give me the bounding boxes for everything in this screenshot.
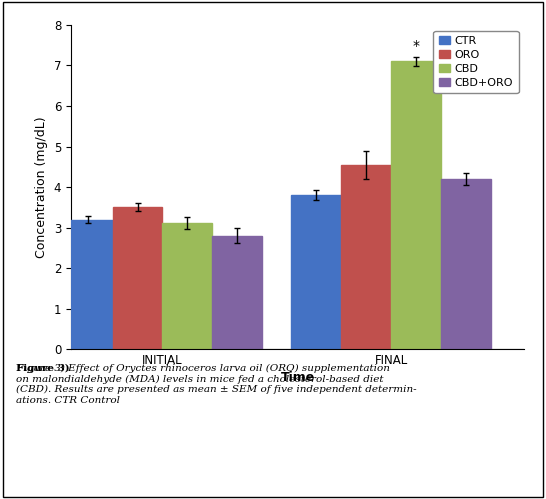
Bar	[391, 61, 441, 349]
Bar	[112, 208, 163, 349]
Bar	[212, 236, 262, 349]
X-axis label: Time: Time	[281, 371, 314, 384]
Y-axis label: Concentration (mg/dL): Concentration (mg/dL)	[35, 116, 48, 258]
Text: *: *	[413, 38, 419, 52]
Bar	[63, 220, 112, 349]
Text: Figure 3): Figure 3)	[16, 364, 70, 373]
Text: Figure 3) Effect of Oryctes rhinoceros larva oil (ORO) supplementation
on malond: Figure 3) Effect of Oryctes rhinoceros l…	[16, 364, 417, 405]
Bar	[341, 165, 391, 349]
Bar	[292, 195, 341, 349]
Bar	[163, 223, 212, 349]
Legend: CTR, ORO, CBD, CBD+ORO: CTR, ORO, CBD, CBD+ORO	[434, 30, 519, 93]
Bar	[441, 179, 491, 349]
